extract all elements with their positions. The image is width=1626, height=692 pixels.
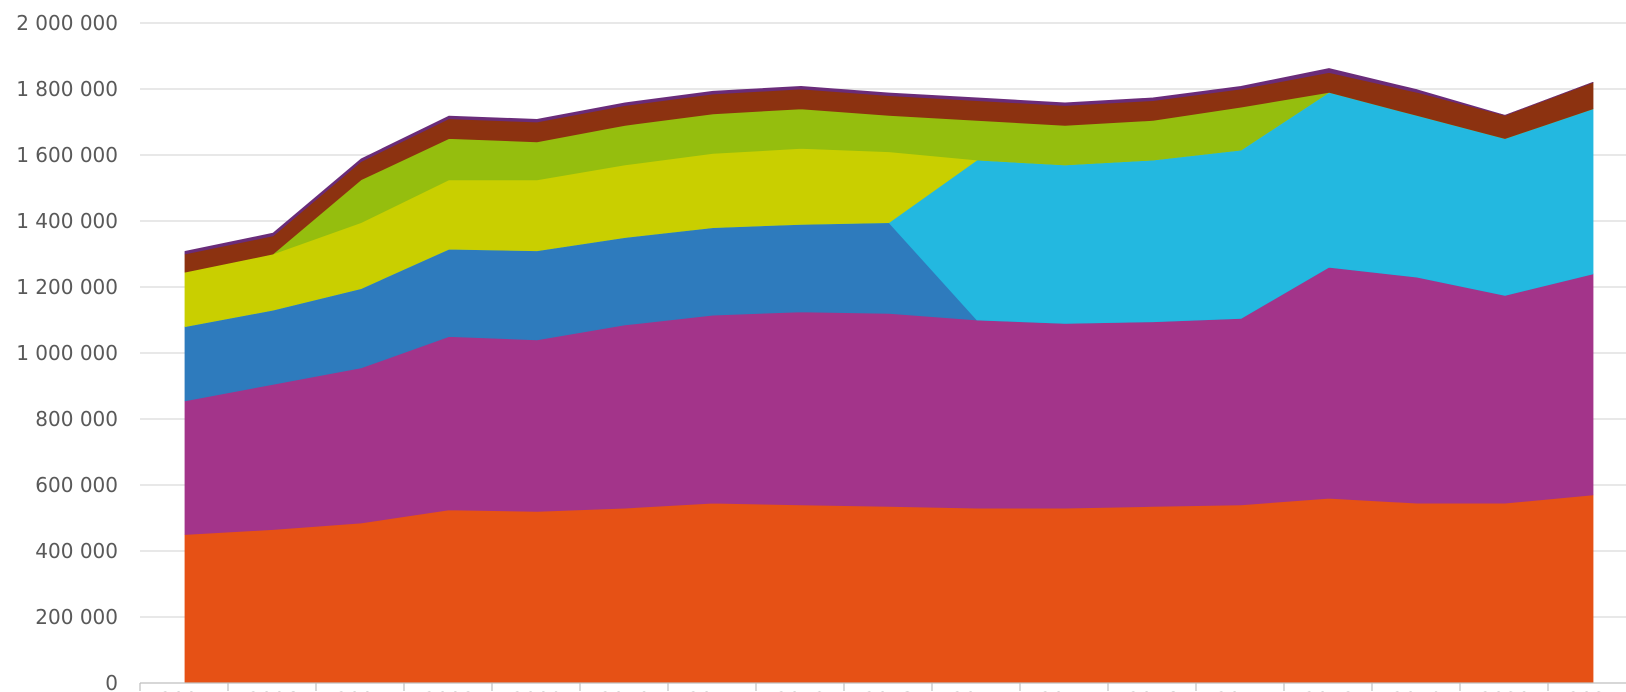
x-tick-label: 2007	[336, 688, 387, 692]
x-tick-label: 2015	[1040, 688, 1091, 692]
y-tick-label: 1 800 000	[16, 77, 118, 101]
x-tick-label: 2008	[424, 688, 475, 692]
x-tick-label: 2019	[1392, 688, 1443, 692]
x-tick-label: 2018	[1304, 688, 1355, 692]
y-tick-label: 1 600 000	[16, 143, 118, 167]
x-tick-label: 2010	[600, 688, 651, 692]
area-series-1	[184, 494, 1594, 684]
y-tick-label: 1 200 000	[16, 275, 118, 299]
y-tick-label: 400 000	[35, 539, 118, 563]
x-tick-label: 2021	[1568, 688, 1619, 692]
x-tick-label: 2011	[688, 688, 739, 692]
x-tick-label: 2005	[160, 688, 211, 692]
y-tick-label: 1 400 000	[16, 209, 118, 233]
x-tick-label: 2020	[1480, 688, 1531, 692]
x-tick-label: 2016	[1128, 688, 1179, 692]
y-tick-label: 800 000	[35, 407, 118, 431]
x-tick-label: 2017	[1216, 688, 1267, 692]
y-tick-label: 2 000 000	[16, 11, 118, 35]
y-tick-label: 0	[105, 671, 118, 692]
y-tick-label: 1 000 000	[16, 341, 118, 365]
x-tick-label: 2013	[864, 688, 915, 692]
area-series-layer	[184, 68, 1594, 684]
axes: 0 200 000 400 000 600 000 800 000 1 000 000 1 …	[16, 11, 1626, 692]
x-tick-label: 2012	[776, 688, 827, 692]
area-series-8	[184, 68, 1594, 255]
x-tick-label: 2006	[248, 688, 299, 692]
y-tick-label: 200 000	[35, 605, 118, 629]
x-tick-label: 2009	[512, 688, 563, 692]
x-tick-label: 2014	[952, 688, 1003, 692]
y-tick-label: 600 000	[35, 473, 118, 497]
